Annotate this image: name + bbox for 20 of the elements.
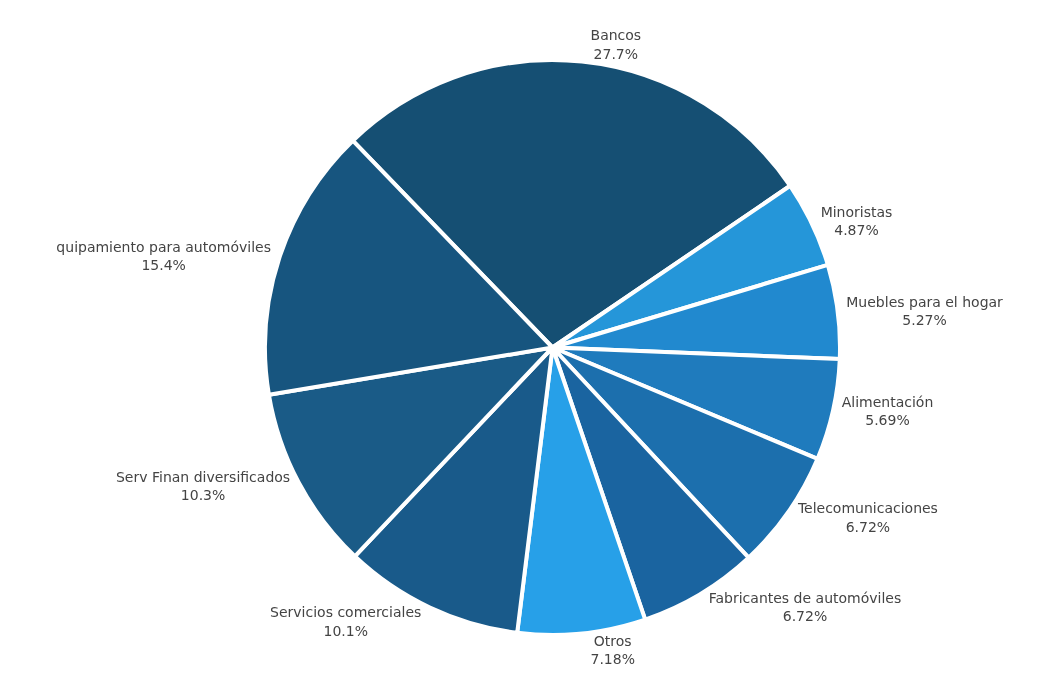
slice-label: Bancos: [590, 27, 642, 44]
slice-label: Minoristas: [820, 203, 893, 220]
data-label: 6.72%: [845, 518, 891, 535]
data-label: 7.18%: [590, 651, 635, 668]
data-label: 27.7%: [593, 45, 639, 62]
slice-label: Serv Finan diversificados: [115, 469, 291, 486]
data-label: 5.27%: [902, 312, 947, 329]
slice-label: Alimentación: [841, 393, 934, 410]
data-label: 15.4%: [141, 256, 186, 273]
data-label: 10.3%: [180, 487, 226, 504]
data-label: 6.72%: [782, 607, 828, 624]
slice-label: quipamiento para automóviles: [56, 238, 271, 255]
data-label: 5.69%: [865, 411, 910, 428]
slice-label: Muebles para el hogar: [846, 294, 1004, 311]
slice-label: Fabricantes de automóviles: [708, 589, 902, 606]
slice-label: Otros: [593, 633, 632, 650]
slice-label: Servicios comerciales: [270, 604, 422, 621]
slice-label: Telecomunicaciones: [796, 500, 938, 517]
data-label: 10.1%: [323, 622, 368, 639]
data-label: 4.87%: [834, 221, 879, 238]
